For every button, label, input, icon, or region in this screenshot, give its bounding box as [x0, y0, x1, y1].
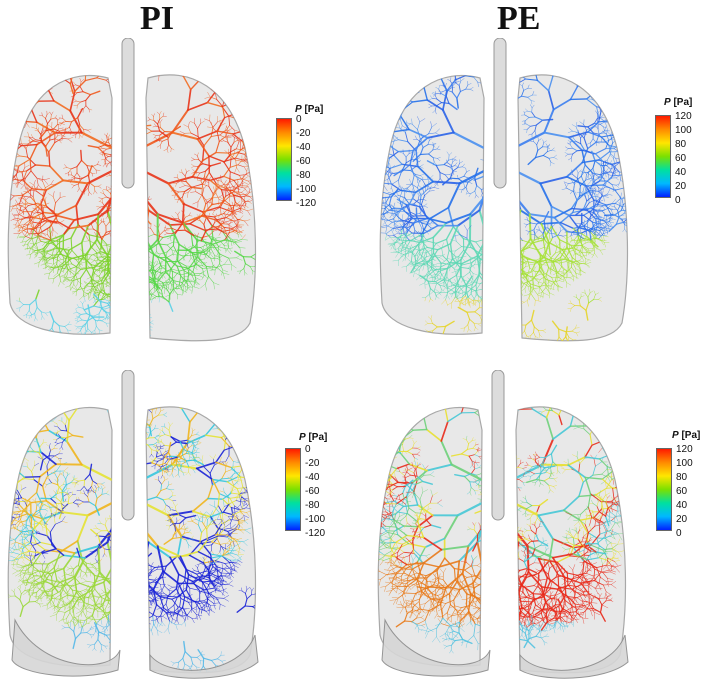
colorbar-gradient: [655, 115, 671, 198]
tick-label: 80: [675, 139, 687, 150]
pressure-unit: [Pa]: [304, 104, 324, 115]
tick-label: 20: [675, 181, 687, 192]
tick-label: 0: [675, 195, 681, 206]
diaphragm-right: [519, 634, 629, 679]
right-lung-shell: [145, 74, 257, 342]
tick-label: -40: [305, 472, 320, 483]
trachea: [491, 370, 505, 521]
trachea: [121, 38, 135, 189]
diaphragm-left: [11, 618, 121, 677]
pressure-symbol: P: [299, 432, 306, 443]
tick-label: -120: [296, 198, 317, 209]
colorbar-gradient: [276, 118, 292, 201]
lung-panel-pe-bottom: [370, 370, 642, 680]
tick-label: -60: [296, 156, 311, 167]
tick-label: -100: [305, 514, 326, 525]
tick-label: 60: [676, 486, 688, 497]
tick-label: -60: [305, 486, 320, 497]
pressure-symbol: P: [664, 97, 671, 108]
tick-label: 120: [675, 111, 692, 122]
tick-label: -80: [305, 500, 320, 511]
right-lung-shell: [515, 406, 627, 674]
diaphragm-left: [381, 618, 491, 677]
tick-label: -100: [296, 184, 317, 195]
tick-label: 80: [676, 472, 688, 483]
tick-label: 100: [675, 125, 692, 136]
tick-label: 0: [296, 114, 302, 125]
tick-label: -40: [296, 142, 311, 153]
tick-label: 20: [676, 514, 688, 525]
tick-label: 60: [675, 153, 687, 164]
lung-panel-pi-bottom: [0, 370, 272, 680]
colorbar-gradient: [285, 448, 301, 531]
tick-label: 0: [676, 528, 682, 539]
left-lung-shell: [379, 74, 485, 335]
trachea: [493, 38, 507, 189]
diaphragm-right: [149, 634, 259, 679]
lung-panel-pi-top: [0, 38, 270, 358]
tick-label: -120: [305, 528, 326, 539]
tick-label: 40: [675, 167, 687, 178]
pressure-unit: [Pa]: [308, 432, 328, 443]
pressure-unit: [Pa]: [681, 430, 701, 441]
tick-label: -20: [296, 128, 311, 139]
tick-label: 100: [676, 458, 693, 469]
left-lung-shell: [377, 406, 483, 667]
pi-column-title: PI: [140, 0, 174, 37]
pressure-symbol: P: [672, 430, 679, 441]
colorbar-gradient: [656, 448, 672, 531]
pe-column-title: PE: [497, 0, 541, 37]
tick-label: -80: [296, 170, 311, 181]
tick-label: 0: [305, 444, 311, 455]
tick-label: 40: [676, 500, 688, 511]
tick-label: -20: [305, 458, 320, 469]
tick-label: 120: [676, 444, 693, 455]
pressure-unit: [Pa]: [673, 97, 693, 108]
pressure-symbol: P: [295, 104, 302, 115]
trachea: [121, 370, 135, 521]
lung-panel-pe-top: [372, 38, 642, 358]
